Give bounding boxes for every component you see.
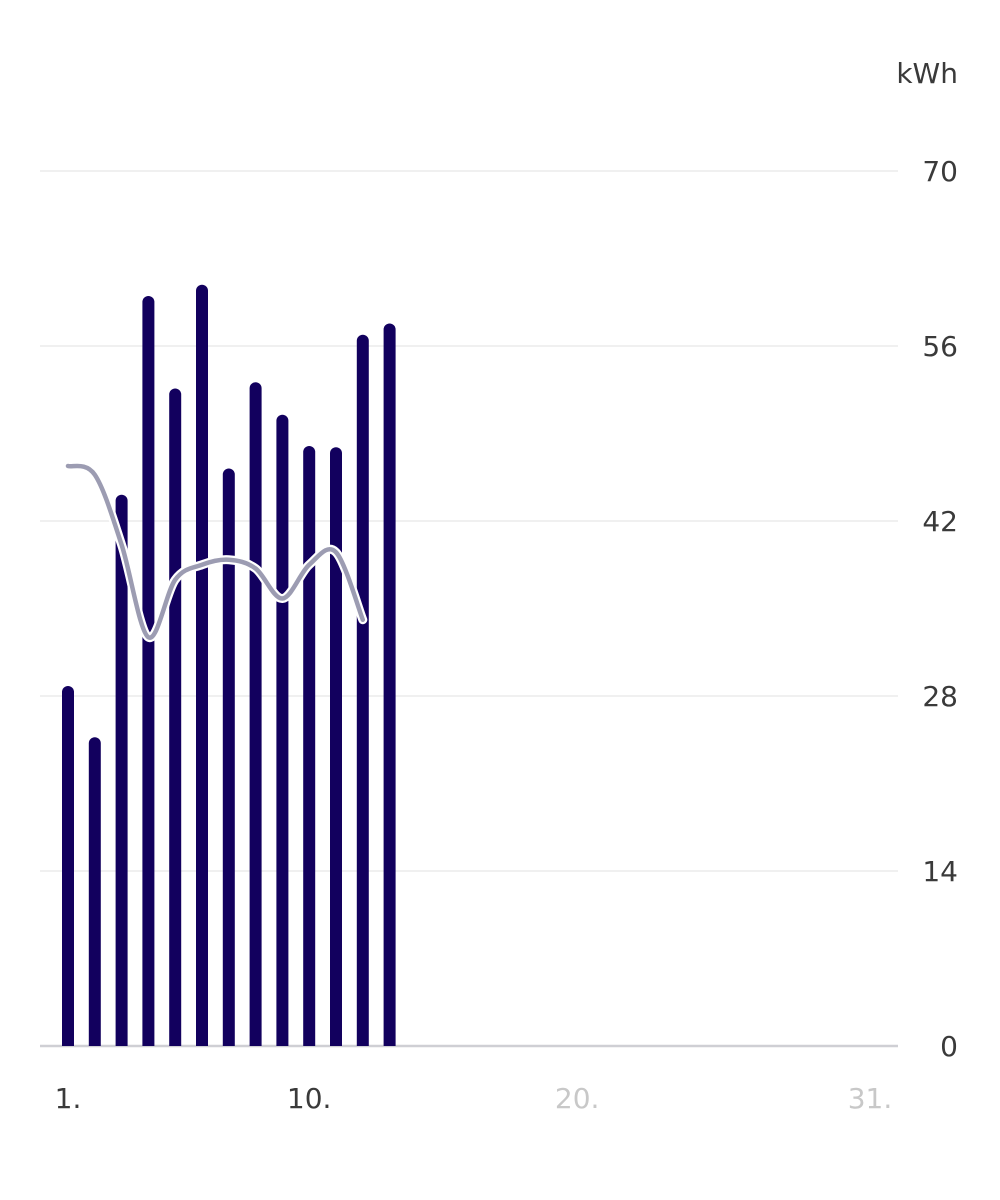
y-tick-label: 28 — [922, 680, 958, 713]
bar-day-10[interactable] — [303, 446, 316, 1046]
x-tick-label: 10. — [287, 1082, 332, 1115]
average-line-outline — [63, 461, 368, 642]
unit-label: kWh — [896, 57, 958, 90]
bar-day-6[interactable] — [196, 284, 208, 1046]
bar-day-4[interactable] — [142, 296, 155, 1046]
average-line — [65, 463, 366, 640]
bar-day-1[interactable] — [62, 686, 74, 1046]
bar-day-13[interactable] — [383, 323, 396, 1047]
y-tick-label: 70 — [922, 155, 958, 188]
bar-day-7[interactable] — [222, 468, 235, 1047]
bar-day-8[interactable] — [249, 382, 262, 1046]
x-tick-label: 1. — [55, 1082, 82, 1115]
bar-day-2[interactable] — [88, 737, 101, 1046]
x-tick-label: 31. — [848, 1082, 893, 1115]
x-tick-label: 20. — [555, 1082, 600, 1115]
bar-day-5[interactable] — [169, 388, 182, 1047]
y-tick-label: 56 — [922, 330, 958, 363]
bar-day-9[interactable] — [276, 414, 289, 1046]
y-tick-label: 14 — [922, 855, 958, 888]
bar-day-12[interactable] — [356, 334, 369, 1046]
bar-day-11[interactable] — [330, 447, 342, 1047]
y-tick-label: 42 — [922, 505, 958, 538]
bar-day-3[interactable] — [115, 494, 128, 1046]
y-tick-label: 0 — [940, 1030, 958, 1063]
